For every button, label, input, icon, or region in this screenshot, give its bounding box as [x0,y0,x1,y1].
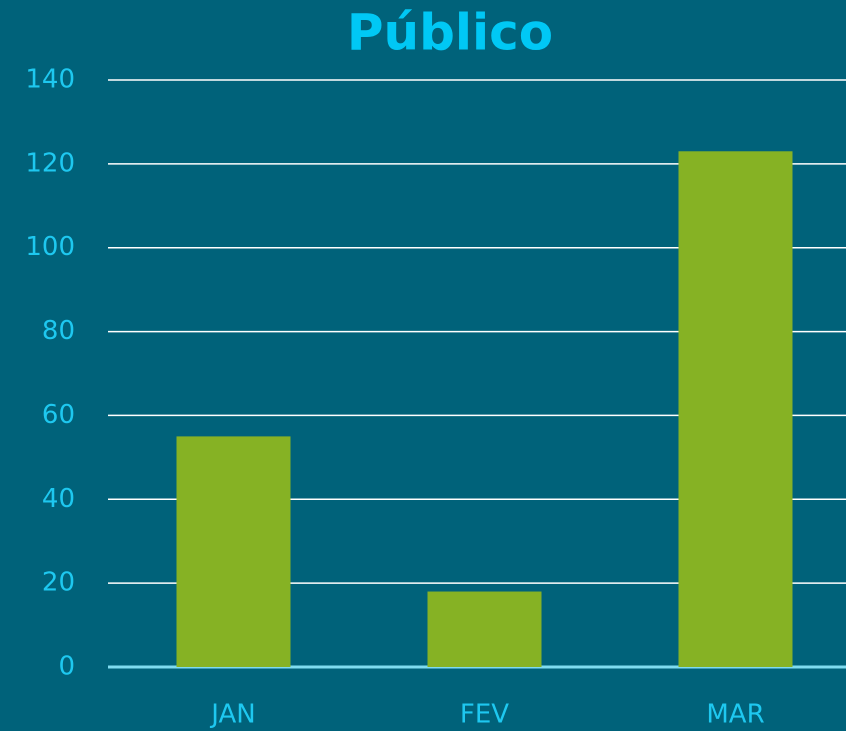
y-tick-label: 40 [42,484,75,514]
chart-title: Público [347,4,553,62]
y-tick-label: 140 [25,65,75,95]
y-tick-label: 60 [42,400,75,430]
bar [176,436,291,667]
x-tick-label: FEV [460,700,509,730]
y-tick-label: 120 [25,148,75,178]
bar [678,151,793,667]
y-tick-label: 100 [25,232,75,262]
y-tick-label: 0 [58,652,75,682]
x-tick-label: JAN [209,700,255,730]
x-tick-label: MAR [706,700,764,730]
y-tick-label: 80 [42,316,75,346]
y-tick-label: 20 [42,568,75,598]
bar [427,591,542,667]
